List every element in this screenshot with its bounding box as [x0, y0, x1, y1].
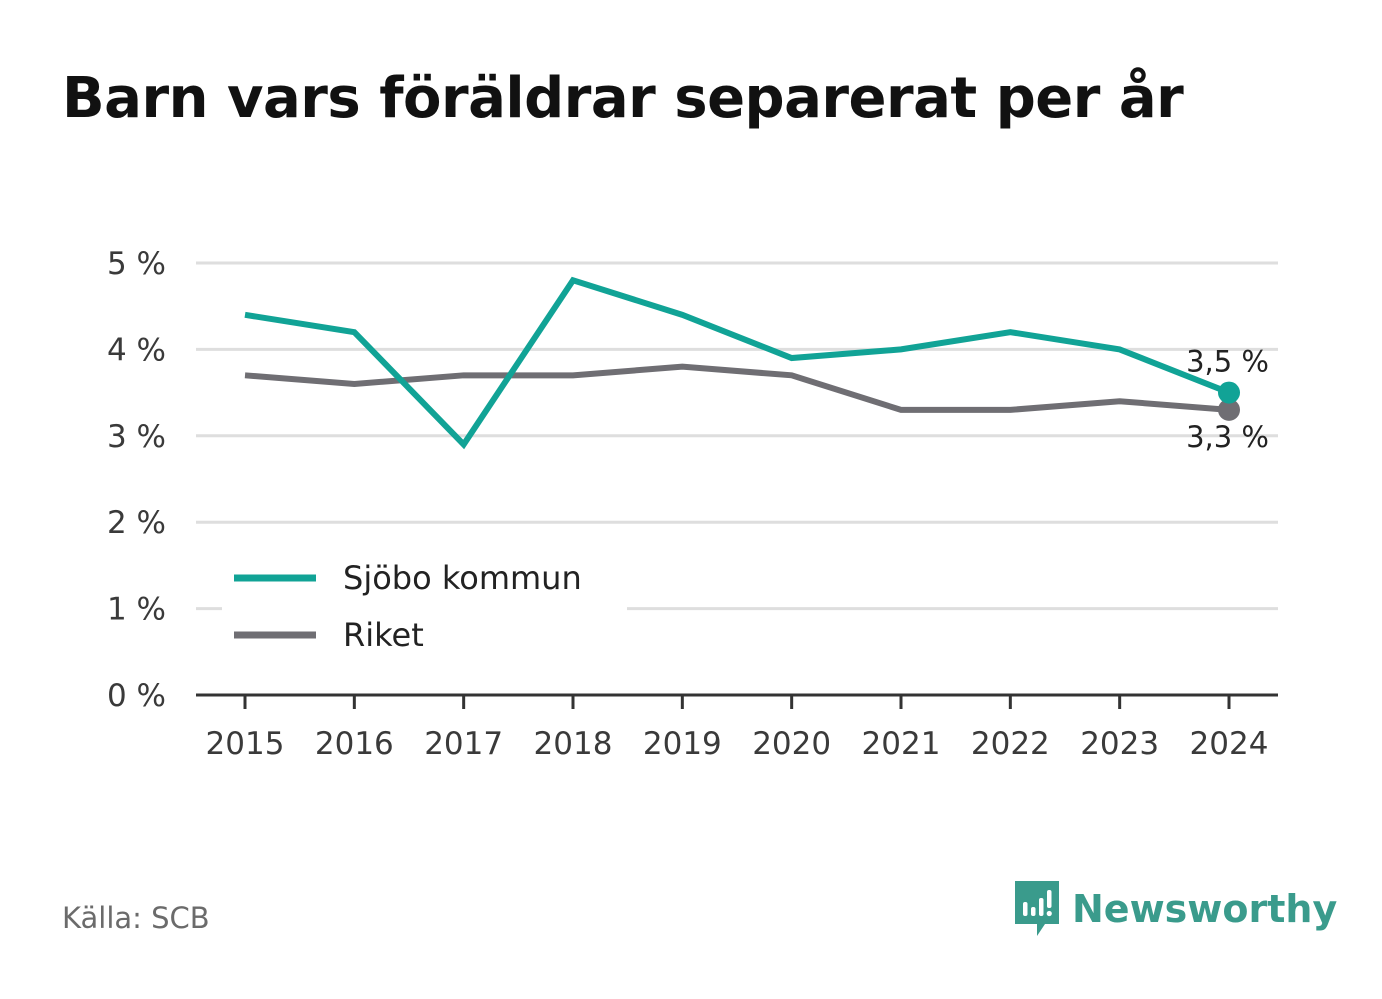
x-tick-label: 2022: [971, 726, 1050, 762]
x-tick-label: 2021: [862, 726, 941, 762]
x-tick-label: 2015: [206, 726, 285, 762]
brand-name: Newsworthy: [1072, 887, 1338, 931]
series-end-point: [1218, 398, 1240, 421]
x-tick-label: 2019: [643, 726, 722, 762]
chart-title: Barn vars föräldrar separerat per år: [62, 66, 1184, 131]
legend-box: [222, 548, 627, 660]
y-tick-label: 5 %: [107, 246, 166, 282]
source-note: Källa: SCB: [62, 901, 210, 935]
x-tick-label: 2018: [534, 726, 613, 762]
y-tick-label: 1 %: [107, 592, 166, 628]
y-axis-labels: 0 % 1 % 2 % 3 % 4 % 5 %: [107, 246, 166, 714]
x-tick-label: 2020: [752, 726, 831, 762]
x-axis: 2015 2016 2017 2018 2019 2020 2021 2022 2023 2024: [196, 693, 1278, 762]
series-line: [244, 363, 1230, 413]
legend-label: Riket: [343, 616, 424, 654]
series-line: [244, 276, 1231, 450]
y-tick-label: 2 %: [107, 505, 166, 541]
legend-label: Sjöbo kommun: [343, 559, 582, 597]
x-tick-label: 2023: [1080, 726, 1159, 762]
y-tick-label: 4 %: [107, 332, 166, 368]
end-label: 3,3 %: [1186, 420, 1269, 454]
newsworthy-logo: Newsworthy: [1012, 878, 1337, 940]
y-tick-label: 0 %: [107, 678, 166, 714]
x-tick-label: 2016: [315, 726, 394, 762]
legend: Sjöbo kommun Riket: [222, 548, 627, 660]
end-label: 3,5 %: [1186, 345, 1269, 379]
x-tick-label: 2017: [424, 726, 503, 762]
x-tick-label: 2024: [1190, 726, 1269, 762]
end-labels: 3,5 % 3,3 %: [1186, 345, 1269, 454]
y-tick-label: 3 %: [107, 419, 166, 455]
series-layer: [244, 276, 1240, 450]
series-end-point: [1218, 381, 1240, 404]
newsworthy-logo-icon: [1015, 881, 1059, 936]
